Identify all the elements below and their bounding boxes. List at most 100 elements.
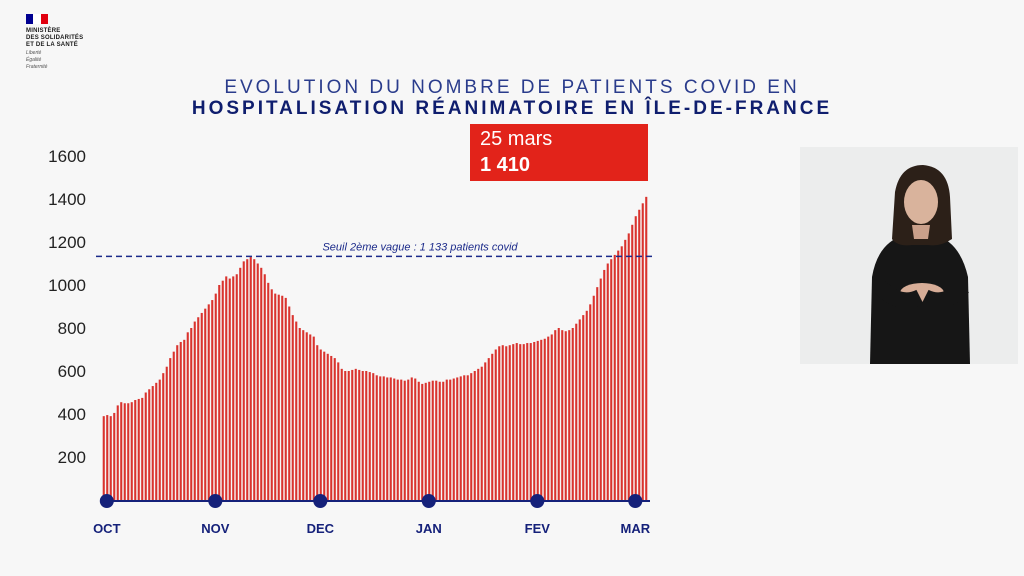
bar (463, 375, 466, 500)
bar (589, 304, 592, 500)
bar (631, 224, 634, 501)
bar (333, 358, 336, 500)
bar (477, 368, 480, 500)
bar (319, 349, 322, 500)
bar (641, 203, 644, 501)
month-marker (421, 494, 436, 508)
bar (225, 276, 228, 500)
bar (197, 317, 200, 500)
bar (473, 371, 476, 500)
bar (239, 267, 242, 500)
bar (106, 415, 109, 500)
bar (610, 259, 613, 500)
bar (312, 336, 315, 500)
bar (484, 362, 487, 500)
bar (515, 343, 518, 500)
y-tick-label: 800 (58, 319, 86, 338)
bar (417, 381, 420, 500)
bar (291, 315, 294, 500)
bar (361, 371, 364, 500)
bar (407, 379, 410, 500)
bar (137, 398, 140, 500)
y-tick-label: 200 (58, 448, 86, 467)
bar (246, 259, 249, 500)
bar (193, 321, 196, 500)
bar (526, 343, 529, 500)
bar (393, 378, 396, 500)
month-marker (313, 494, 328, 508)
bar (529, 343, 532, 500)
bar (305, 332, 308, 500)
bar (627, 233, 630, 500)
bar (592, 295, 595, 500)
bar (379, 376, 382, 501)
bar (176, 345, 179, 500)
bar (400, 379, 403, 500)
bar (508, 345, 511, 500)
bar (242, 261, 245, 500)
bar (214, 293, 217, 500)
bar (116, 405, 119, 500)
bar (151, 386, 154, 500)
y-tick-label: 600 (58, 362, 86, 381)
bar (298, 328, 301, 500)
bar (351, 369, 354, 500)
bar (295, 321, 298, 500)
bar (344, 371, 347, 500)
logo-line: ET DE LA SANTÉ (26, 42, 78, 48)
sign-language-interpreter-video (800, 147, 1018, 364)
bar (141, 397, 144, 501)
bar (375, 375, 378, 500)
bar (113, 412, 116, 500)
bar (127, 403, 130, 500)
bar (459, 376, 462, 501)
bar (428, 381, 431, 500)
bar (162, 373, 165, 500)
bar (260, 267, 263, 500)
bar (211, 300, 214, 500)
bar (148, 389, 151, 500)
logo-motto: Égalité (26, 57, 42, 63)
bar (347, 371, 350, 500)
chart-title-line1: EVOLUTION DU NOMBRE DE PATIENTS COVID EN (224, 77, 800, 98)
bar (326, 353, 329, 500)
bar (144, 392, 147, 500)
bar (543, 338, 546, 500)
bar (480, 366, 483, 500)
bar (190, 328, 193, 500)
bar (221, 280, 224, 500)
bar (561, 330, 564, 500)
bar (218, 285, 221, 500)
month-marker (530, 494, 545, 508)
bar (263, 274, 266, 500)
threshold-label: Seuil 2ème vague : 1 133 patients covid (322, 241, 518, 253)
bar (638, 209, 641, 500)
bar (232, 276, 235, 500)
bar (613, 254, 616, 500)
bar (109, 416, 112, 500)
bar (603, 269, 606, 500)
month-marker (99, 494, 114, 508)
bar (470, 373, 473, 500)
bar (435, 380, 438, 500)
bar (410, 377, 413, 500)
month-label: MAR (620, 521, 650, 536)
bar (452, 378, 455, 500)
bar (494, 349, 497, 500)
bar (596, 287, 599, 500)
month-label: DEC (307, 521, 335, 536)
bar (277, 294, 280, 500)
logo-motto: Liberté (26, 50, 42, 56)
bar (620, 246, 623, 500)
month-label: NOV (201, 521, 230, 536)
bar (365, 371, 368, 500)
bar (606, 263, 609, 500)
bar (382, 376, 385, 501)
bar (445, 379, 448, 500)
bar (386, 377, 389, 500)
bar (498, 346, 501, 500)
bar (358, 369, 361, 500)
bar (547, 336, 550, 500)
bar (414, 378, 417, 500)
bar (519, 344, 522, 501)
